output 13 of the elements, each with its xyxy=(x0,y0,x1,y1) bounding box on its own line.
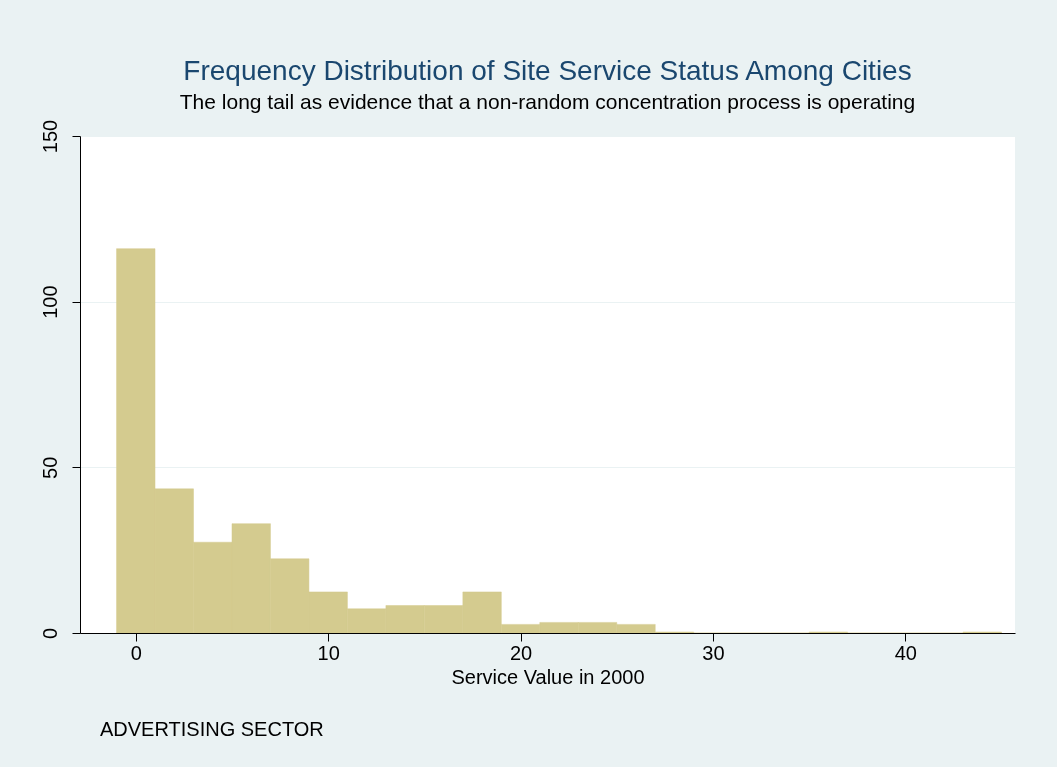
chart-subtitle: The long tail as evidence that a non-random concentration process is operating xyxy=(179,90,916,114)
x-tick-label: 20 xyxy=(509,641,533,664)
x-axis-title: Service Value in 2000 xyxy=(451,665,645,688)
y-tick-label: 0 xyxy=(38,627,61,640)
y-tick-label: 100 xyxy=(38,285,61,319)
x-tick-label: 10 xyxy=(317,641,340,664)
chart-title: Frequency Distribution of Site Service Status Among Cities xyxy=(183,55,912,87)
x-tick-label: 0 xyxy=(130,641,142,664)
y-tick-label: 50 xyxy=(38,456,61,479)
x-tick-label: 40 xyxy=(894,641,917,664)
x-tick-label: 30 xyxy=(702,641,725,664)
text: ADVERTISING SECTOR xyxy=(100,718,324,741)
y-tick-label: 150 xyxy=(38,119,61,154)
